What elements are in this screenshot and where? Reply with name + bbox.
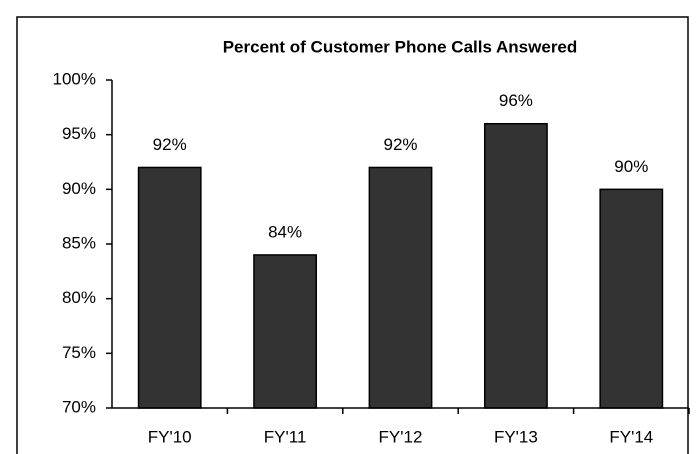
bar xyxy=(599,188,664,409)
data-label: 92% xyxy=(153,135,187,154)
y-tick-label: 100% xyxy=(53,69,96,88)
y-tick-label: 90% xyxy=(62,179,96,198)
data-label: 92% xyxy=(383,135,417,154)
y-tick-label: 70% xyxy=(62,397,96,416)
x-tick-label: FY'10 xyxy=(148,427,192,446)
x-tick-label: FY'14 xyxy=(609,427,653,446)
bar xyxy=(253,254,318,409)
y-tick-label: 80% xyxy=(62,288,96,307)
bar xyxy=(483,122,548,409)
data-label: 96% xyxy=(499,91,533,110)
x-tick-label: FY'13 xyxy=(494,427,538,446)
bar xyxy=(137,166,202,409)
y-tick-label: 75% xyxy=(62,343,96,362)
y-tick-label: 85% xyxy=(62,233,96,252)
frame xyxy=(16,16,689,454)
y-tick-label: 95% xyxy=(62,124,96,143)
bar xyxy=(368,166,433,409)
x-tick-label: FY'12 xyxy=(379,427,423,446)
x-tick-label: FY'11 xyxy=(264,427,307,446)
data-label: 90% xyxy=(614,157,648,176)
chart-title: Percent of Customer Phone Calls Answered xyxy=(223,37,578,56)
data-label: 84% xyxy=(268,222,302,241)
